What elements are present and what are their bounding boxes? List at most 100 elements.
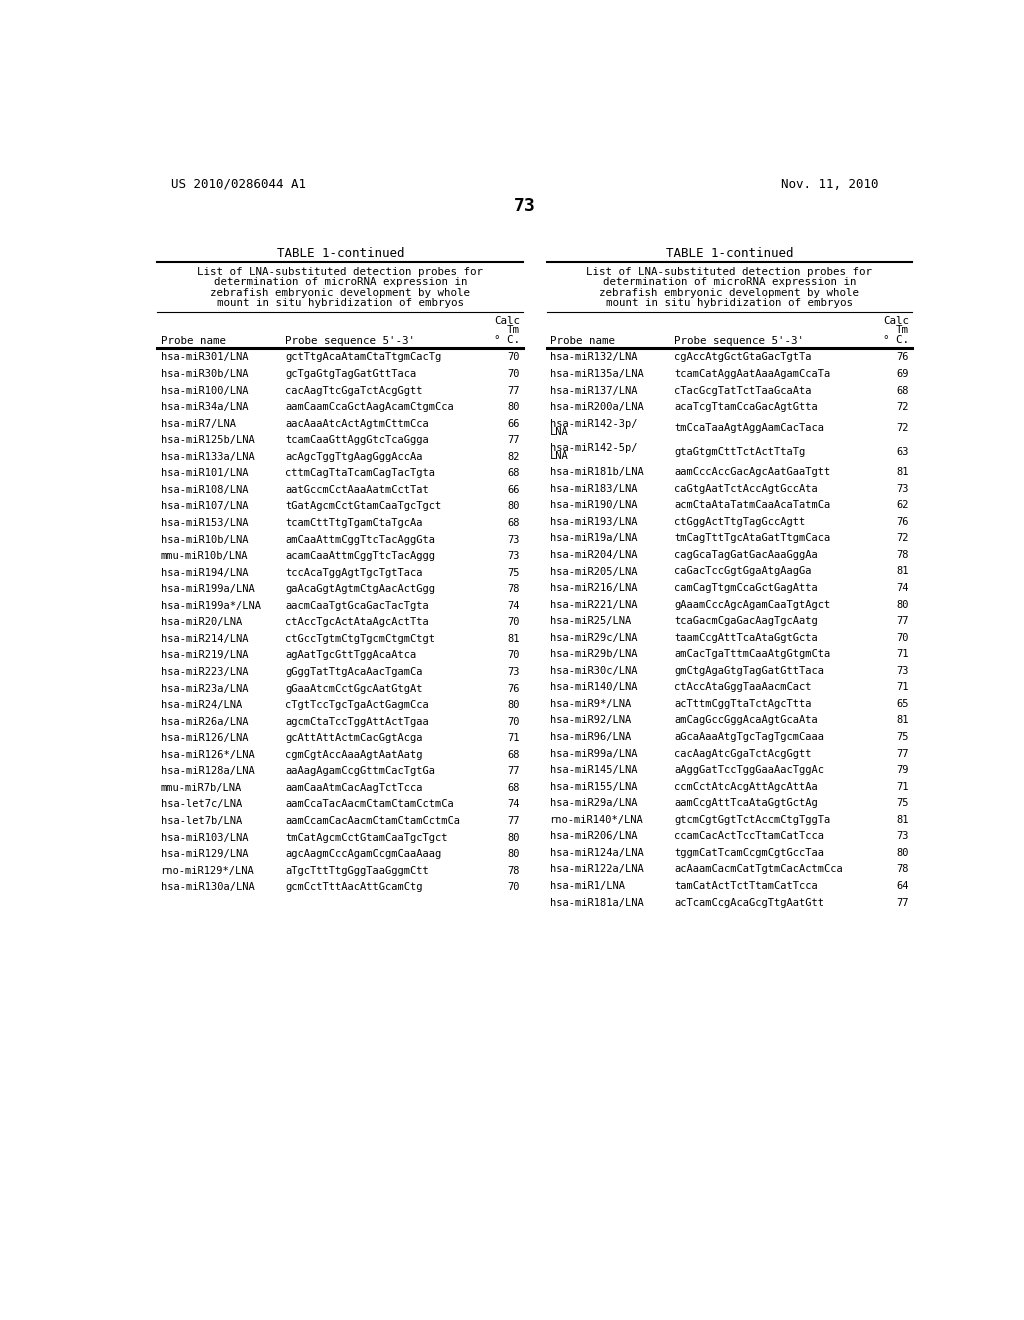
Text: aTgcTttTtgGggTaaGggmCtt: aTgcTttTtgGggTaaGggmCtt bbox=[286, 866, 429, 875]
Text: LNA: LNA bbox=[550, 451, 568, 462]
Text: amCacTgaTttmCaaAtgGtgmCta: amCacTgaTttmCaaAtgGtgmCta bbox=[675, 649, 830, 659]
Text: hsa-let7b/LNA: hsa-let7b/LNA bbox=[161, 816, 242, 826]
Text: 70: 70 bbox=[508, 651, 520, 660]
Text: 70: 70 bbox=[897, 632, 909, 643]
Text: hsa-miR122a/LNA: hsa-miR122a/LNA bbox=[550, 865, 643, 874]
Text: aamCcgAttTcaAtaGgtGctAg: aamCcgAttTcaAtaGgtGctAg bbox=[675, 799, 818, 808]
Text: aamCaaAtmCacAagTctTcca: aamCaaAtmCacAagTctTcca bbox=[286, 783, 423, 793]
Text: gtaGtgmCttTctActTtaTg: gtaGtgmCttTctActTtaTg bbox=[675, 446, 806, 457]
Text: 71: 71 bbox=[897, 649, 909, 659]
Text: 81: 81 bbox=[897, 814, 909, 825]
Text: taamCcgAttTcaAtaGgtGcta: taamCcgAttTcaAtaGgtGcta bbox=[675, 632, 818, 643]
Text: Probe sequence 5'-3': Probe sequence 5'-3' bbox=[675, 337, 805, 346]
Text: gcTgaGtgTagGatGttTaca: gcTgaGtgTagGatGttTaca bbox=[286, 370, 417, 379]
Text: acmCtaAtaTatmCaaAcaTatmCa: acmCtaAtaTatmCaaAcaTatmCa bbox=[675, 500, 830, 511]
Text: aamCcaTacAacmCtamCtamCctmCa: aamCcaTacAacmCtamCtamCctmCa bbox=[286, 800, 454, 809]
Text: 82: 82 bbox=[508, 451, 520, 462]
Text: 73: 73 bbox=[514, 197, 536, 215]
Text: 80: 80 bbox=[508, 849, 520, 859]
Text: hsa-miR190/LNA: hsa-miR190/LNA bbox=[550, 500, 637, 511]
Text: hsa-miR24/LNA: hsa-miR24/LNA bbox=[161, 700, 242, 710]
Text: hsa-miR126*/LNA: hsa-miR126*/LNA bbox=[161, 750, 254, 760]
Text: aGcaAaaAtgTgcTagTgcmCaaa: aGcaAaaAtgTgcTagTgcmCaaa bbox=[675, 733, 824, 742]
Text: amCagGccGggAcaAgtGcaAta: amCagGccGggAcaAgtGcaAta bbox=[675, 715, 818, 726]
Text: ° C.: ° C. bbox=[883, 335, 909, 345]
Text: gGggTatTtgAcaAacTgamCa: gGggTatTtgAcaAacTgamCa bbox=[286, 667, 423, 677]
Text: tcaGacmCgaGacAagTgcAatg: tcaGacmCgaGacAagTgcAatg bbox=[675, 616, 818, 626]
Text: TABLE 1-continued: TABLE 1-continued bbox=[666, 247, 794, 260]
Text: 80: 80 bbox=[508, 700, 520, 710]
Text: 68: 68 bbox=[508, 750, 520, 760]
Text: 70: 70 bbox=[508, 882, 520, 892]
Text: hsa-miR214/LNA: hsa-miR214/LNA bbox=[161, 634, 248, 644]
Text: aacAaaAtcActAgtmCttmCca: aacAaaAtcActAgtmCttmCca bbox=[286, 418, 429, 429]
Text: determination of microRNA expression in: determination of microRNA expression in bbox=[603, 277, 856, 288]
Text: rno-miR140*/LNA: rno-miR140*/LNA bbox=[550, 814, 643, 825]
Text: 77: 77 bbox=[508, 436, 520, 445]
Text: hsa-miR204/LNA: hsa-miR204/LNA bbox=[550, 550, 637, 560]
Text: hsa-miR194/LNA: hsa-miR194/LNA bbox=[161, 568, 248, 578]
Text: acAgcTggTtgAagGggAccAa: acAgcTggTtgAagGggAccAa bbox=[286, 451, 423, 462]
Text: tccAcaTggAgtTgcTgtTaca: tccAcaTggAgtTgcTgtTaca bbox=[286, 568, 423, 578]
Text: hsa-miR206/LNA: hsa-miR206/LNA bbox=[550, 832, 637, 841]
Text: hsa-miR223/LNA: hsa-miR223/LNA bbox=[161, 667, 248, 677]
Text: caGacTccGgtGgaAtgAagGa: caGacTccGgtGgaAtgAagGa bbox=[675, 566, 812, 577]
Text: hsa-miR25/LNA: hsa-miR25/LNA bbox=[550, 616, 631, 626]
Text: 81: 81 bbox=[897, 566, 909, 577]
Text: aaAagAgamCcgGttmCacTgtGa: aaAagAgamCcgGttmCacTgtGa bbox=[286, 767, 435, 776]
Text: hsa-miR133a/LNA: hsa-miR133a/LNA bbox=[161, 451, 254, 462]
Text: 76: 76 bbox=[897, 517, 909, 527]
Text: 78: 78 bbox=[897, 865, 909, 874]
Text: hsa-miR30c/LNA: hsa-miR30c/LNA bbox=[550, 665, 637, 676]
Text: 73: 73 bbox=[508, 667, 520, 677]
Text: List of LNA-substituted detection probes for: List of LNA-substituted detection probes… bbox=[587, 267, 872, 277]
Text: 70: 70 bbox=[508, 352, 520, 363]
Text: 73: 73 bbox=[897, 483, 909, 494]
Text: tcamCttTtgTgamCtaTgcAa: tcamCttTtgTgamCtaTgcAa bbox=[286, 517, 423, 528]
Text: cTgtTccTgcTgaActGagmCca: cTgtTccTgcTgaActGagmCca bbox=[286, 700, 429, 710]
Text: aAggGatTccTggGaaAacTggAc: aAggGatTccTggGaaAacTggAc bbox=[675, 766, 824, 775]
Text: ccmCctAtcAcgAttAgcAttAa: ccmCctAtcAcgAttAgcAttAa bbox=[675, 781, 818, 792]
Text: 72: 72 bbox=[897, 422, 909, 433]
Text: hsa-miR129/LNA: hsa-miR129/LNA bbox=[161, 849, 248, 859]
Text: ° C.: ° C. bbox=[495, 335, 520, 345]
Text: hsa-miR30b/LNA: hsa-miR30b/LNA bbox=[161, 370, 248, 379]
Text: LNA: LNA bbox=[550, 428, 568, 437]
Text: 74: 74 bbox=[897, 583, 909, 593]
Text: hsa-miR193/LNA: hsa-miR193/LNA bbox=[550, 517, 637, 527]
Text: hsa-miR92/LNA: hsa-miR92/LNA bbox=[550, 715, 631, 726]
Text: Probe name: Probe name bbox=[550, 337, 614, 346]
Text: hsa-miR7/LNA: hsa-miR7/LNA bbox=[161, 418, 236, 429]
Text: hsa-miR199a*/LNA: hsa-miR199a*/LNA bbox=[161, 601, 260, 611]
Text: 64: 64 bbox=[897, 880, 909, 891]
Text: agcmCtaTccTggAttActTgaa: agcmCtaTccTggAttActTgaa bbox=[286, 717, 429, 726]
Text: 74: 74 bbox=[508, 800, 520, 809]
Text: 77: 77 bbox=[897, 616, 909, 626]
Text: hsa-miR1/LNA: hsa-miR1/LNA bbox=[550, 880, 625, 891]
Text: hsa-miR103/LNA: hsa-miR103/LNA bbox=[161, 833, 248, 842]
Text: hsa-miR29c/LNA: hsa-miR29c/LNA bbox=[550, 632, 637, 643]
Text: hsa-miR142-5p/: hsa-miR142-5p/ bbox=[550, 444, 637, 453]
Text: rno-miR129*/LNA: rno-miR129*/LNA bbox=[161, 866, 254, 875]
Text: hsa-miR200a/LNA: hsa-miR200a/LNA bbox=[550, 403, 643, 412]
Text: hsa-miR34a/LNA: hsa-miR34a/LNA bbox=[161, 403, 248, 412]
Text: 76: 76 bbox=[897, 352, 909, 363]
Text: Calc: Calc bbox=[883, 317, 909, 326]
Text: hsa-miR20/LNA: hsa-miR20/LNA bbox=[161, 618, 242, 627]
Text: 68: 68 bbox=[508, 469, 520, 478]
Text: hsa-miR23a/LNA: hsa-miR23a/LNA bbox=[161, 684, 248, 693]
Text: amCaaAttmCggTtcTacAggGta: amCaaAttmCggTtcTacAggGta bbox=[286, 535, 435, 545]
Text: cttmCagTtaTcamCagTacTgta: cttmCagTtaTcamCagTacTgta bbox=[286, 469, 435, 478]
Text: cacAagAtcGgaTctAcgGgtt: cacAagAtcGgaTctAcgGgtt bbox=[675, 748, 812, 759]
Text: aatGccmCctAaaAatmCctTat: aatGccmCctAaaAatmCctTat bbox=[286, 484, 429, 495]
Text: acaTcgTtamCcaGacAgtGtta: acaTcgTtamCcaGacAgtGtta bbox=[675, 403, 818, 412]
Text: 81: 81 bbox=[897, 715, 909, 726]
Text: hsa-miR19a/LNA: hsa-miR19a/LNA bbox=[550, 533, 637, 544]
Text: 66: 66 bbox=[508, 484, 520, 495]
Text: hsa-miR153/LNA: hsa-miR153/LNA bbox=[161, 517, 248, 528]
Text: aacmCaaTgtGcaGacTacTgta: aacmCaaTgtGcaGacTacTgta bbox=[286, 601, 429, 611]
Text: Tm: Tm bbox=[896, 326, 909, 335]
Text: tmCagTttTgcAtaGatTtgmCaca: tmCagTttTgcAtaGatTtgmCaca bbox=[675, 533, 830, 544]
Text: cacAagTtcGgaTctAcgGgtt: cacAagTtcGgaTctAcgGgtt bbox=[286, 385, 423, 396]
Text: hsa-let7c/LNA: hsa-let7c/LNA bbox=[161, 800, 242, 809]
